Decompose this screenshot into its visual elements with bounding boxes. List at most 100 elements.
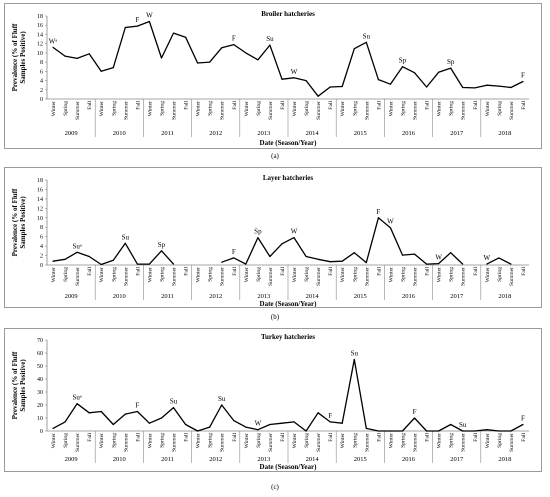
y-tick-label: 10 [37, 216, 43, 222]
season-tick-label: Winter [196, 433, 202, 448]
x-axis-label: Date (Season/Year) [260, 463, 318, 471]
season-tick-label: Winter [99, 101, 105, 116]
season-tick-label: Fall [280, 433, 286, 442]
data-point [100, 263, 102, 266]
season-tick-label: Fall [184, 267, 190, 276]
season-tick-label: Fall [473, 101, 479, 110]
season-tick-label: Spring [111, 433, 117, 448]
season-tick-label: Winter [99, 433, 105, 448]
season-tick-label: Fall [425, 267, 431, 276]
y-tick-label: 16 [37, 23, 43, 29]
data-point [221, 47, 223, 49]
y-tick-label: 12 [37, 206, 43, 212]
season-tick-label: Summer [413, 267, 419, 286]
season-tick-label: Summer [220, 267, 226, 286]
data-point [100, 410, 102, 413]
data-point [52, 46, 54, 48]
data-point [257, 59, 259, 61]
season-tick-label: Fall [328, 433, 334, 442]
peak-season-annotation: F [376, 208, 380, 216]
data-point [209, 426, 211, 428]
year-label: 2012 [209, 456, 222, 463]
year-label: 2018 [498, 456, 511, 463]
season-tick-label: Winter [51, 433, 57, 448]
season-tick-label: Winter [292, 267, 298, 282]
year-label: 2010 [113, 293, 126, 300]
peak-season-annotation: Suᵃ [72, 394, 81, 402]
year-label: 2009 [65, 456, 78, 463]
season-tick-label: Fall [135, 101, 141, 110]
season-tick-label: Winter [99, 267, 105, 282]
peak-season-annotation: F [328, 412, 332, 420]
data-point [281, 243, 283, 245]
season-tick-label: Summer [75, 101, 81, 120]
layer-chart-panel: Layer hatcheries 0 2 4 6 8 10 12 14 16 18 Prevalenc… [4, 167, 542, 308]
peak-season-annotation: F [521, 415, 525, 423]
y-tick-label: 14 [37, 32, 43, 38]
data-point [305, 79, 307, 82]
y-axis-label: Prevalence (% of FluffSamples Positive) [11, 188, 27, 256]
season-tick-label: Summer [364, 267, 370, 286]
season-tick-label: Summer [316, 101, 322, 120]
year-label: 2016 [402, 130, 416, 137]
season-tick-label: Spring [304, 101, 310, 116]
year-label: 2014 [306, 293, 320, 300]
season-tick-label: Spring [208, 433, 214, 448]
season-tick-label: Summer [364, 101, 370, 120]
year-label: 2014 [306, 130, 320, 137]
data-point [160, 57, 163, 59]
season-tick-label: Spring [497, 101, 503, 116]
season-tick-label: Summer [461, 433, 467, 452]
season-tick-label: Spring [304, 433, 310, 448]
season-tick-label: Summer [316, 267, 322, 286]
data-point [88, 53, 90, 55]
data-point [510, 430, 512, 432]
data-point [450, 252, 452, 254]
season-tick-label: Winter [147, 267, 153, 282]
year-label: 2017 [450, 130, 464, 137]
y-tick-label: 14 [37, 197, 43, 203]
y-tick-label: 0 [40, 263, 43, 269]
data-point [269, 423, 271, 426]
data-point [498, 430, 500, 432]
season-tick-label: Spring [400, 433, 406, 448]
data-point [124, 242, 126, 244]
season-tick-label: Fall [328, 101, 334, 110]
y-tick-label: 18 [37, 14, 43, 20]
data-point [438, 430, 440, 432]
season-tick-label: Summer [123, 433, 129, 452]
data-point [522, 80, 524, 83]
data-point [438, 71, 440, 73]
layer-chart: Layer hatcheries 0 2 4 6 8 10 12 14 16 18 Prevalenc… [11, 174, 529, 307]
year-label: 2010 [113, 130, 126, 137]
season-tick-label: Summer [75, 267, 81, 286]
season-tick-label: Winter [485, 433, 491, 448]
season-tick-label: Fall [376, 433, 382, 442]
data-point [233, 257, 235, 259]
data-point [148, 422, 151, 424]
data-point [76, 57, 78, 60]
data-point [450, 423, 452, 426]
season-tick-label: Fall [135, 433, 141, 442]
peak-season-annotation: W [291, 228, 298, 236]
peak-season-annotation: F [135, 402, 139, 410]
data-point [365, 427, 367, 429]
data-point [52, 427, 54, 429]
data-point [293, 421, 295, 423]
season-tick-label: Summer [316, 433, 322, 452]
data-point [401, 430, 404, 432]
data-point [172, 407, 175, 409]
y-tick-label: 60 [37, 351, 43, 357]
data-point [462, 430, 464, 432]
season-tick-label: Spring [400, 101, 406, 116]
season-tick-label: Spring [304, 267, 310, 282]
season-tick-label: Summer [220, 433, 226, 452]
season-tick-label: Winter [244, 101, 250, 116]
season-tick-label: Fall [521, 433, 527, 442]
data-point [76, 251, 78, 253]
season-tick-label: Fall [184, 433, 190, 442]
season-tick-label: Spring [63, 433, 69, 448]
data-point [329, 86, 331, 88]
data-point [389, 430, 392, 432]
season-tick-label: Fall [328, 267, 334, 276]
